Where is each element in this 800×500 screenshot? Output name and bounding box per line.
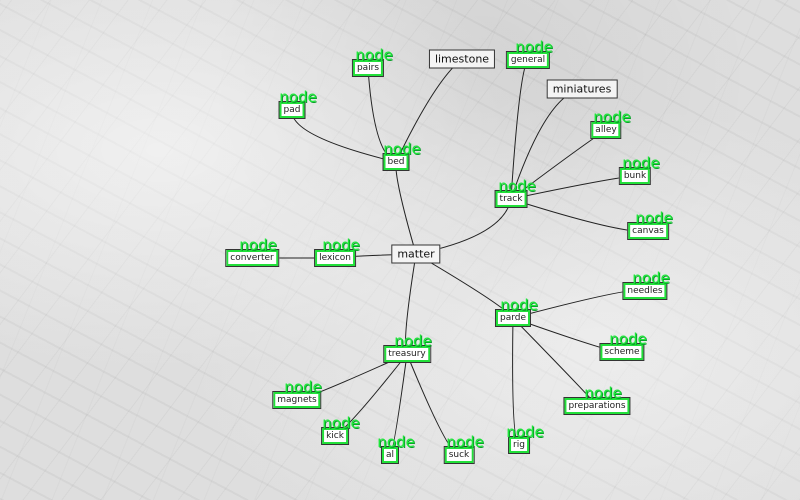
node-converter[interactable]: converter — [225, 249, 279, 267]
node-pairs[interactable]: pairs — [351, 59, 385, 77]
node-tag-track: node — [498, 177, 536, 195]
node-tag-paradise: node — [500, 296, 538, 314]
node-needles[interactable]: needles — [622, 282, 668, 300]
node-magnets[interactable]: magnets — [272, 391, 322, 409]
node-tag-alley: node — [593, 108, 631, 126]
node-pad[interactable]: pad — [278, 101, 306, 119]
node-tag-pad: node — [279, 88, 317, 106]
node-tag-bunk: node — [622, 154, 660, 172]
node-tag-pairs: node — [355, 46, 393, 64]
node-tag-preparations: node — [584, 384, 622, 402]
node-tag-canvas: node — [635, 209, 673, 227]
node-tag-bed: node — [383, 140, 421, 158]
node-tag-needles: node — [632, 269, 670, 287]
node-matter[interactable]: matter — [391, 244, 441, 264]
node-track[interactable]: track — [494, 190, 528, 208]
node-rig[interactable]: rig — [508, 436, 530, 454]
node-bed[interactable]: bed — [382, 153, 410, 171]
node-canvas[interactable]: canvas — [627, 222, 669, 240]
node-al[interactable]: al — [380, 446, 400, 464]
node-limestone[interactable]: limestone — [428, 49, 496, 69]
node-lexicon[interactable]: lexicon — [314, 249, 356, 267]
node-suck[interactable]: suck — [443, 446, 475, 464]
node-treasury[interactable]: treasury — [383, 345, 431, 363]
node-tag-lexicon: node — [322, 236, 360, 254]
node-tag-magnets: node — [284, 378, 322, 396]
node-tag-converter: node — [239, 236, 277, 254]
node-tag-rig: node — [506, 423, 544, 441]
node-tag-scheme: node — [609, 330, 647, 348]
node-tag-treasury: node — [394, 332, 432, 350]
edge-bed-pad — [291, 109, 397, 163]
node-alley[interactable]: alley — [590, 121, 622, 139]
node-kick[interactable]: kick — [321, 427, 349, 445]
node-miniatures[interactable]: miniatures — [546, 79, 618, 99]
node-tag-al: node — [377, 433, 415, 451]
node-preparations[interactable]: preparations — [563, 397, 631, 415]
node-tag-kick: node — [322, 414, 360, 432]
node-tag-suck: node — [446, 433, 484, 451]
node-scheme[interactable]: scheme — [599, 343, 645, 361]
node-paradise[interactable]: parde — [494, 309, 532, 327]
node-general[interactable]: general — [505, 51, 551, 69]
node-tag-general: node — [515, 38, 553, 56]
node-bunk[interactable]: bunk — [618, 167, 652, 185]
edge-matter-bed — [395, 161, 417, 255]
